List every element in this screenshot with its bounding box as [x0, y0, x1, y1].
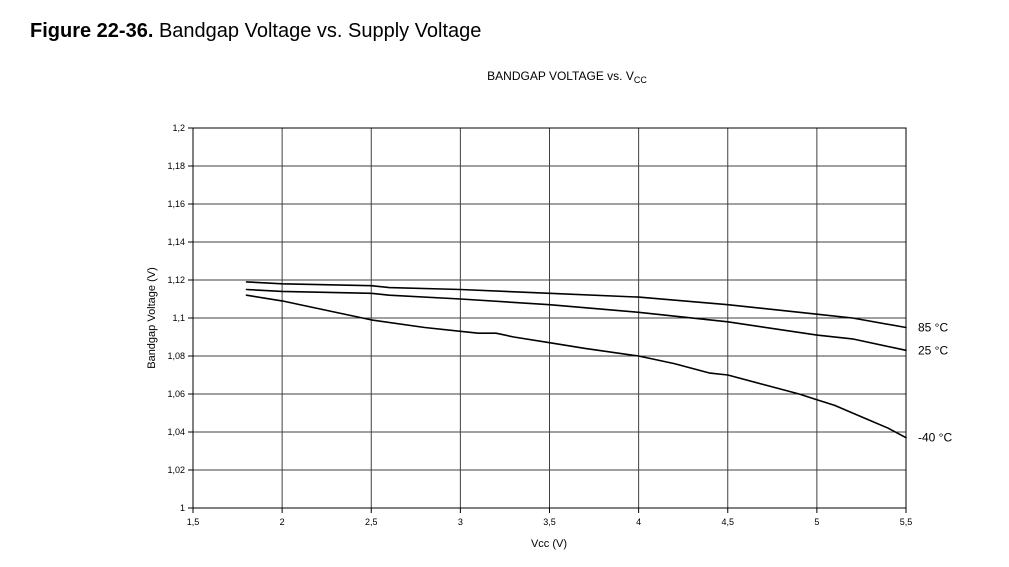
chart-title: BANDGAP VOLTAGE vs. VCC: [487, 69, 647, 85]
x-axis-label: Vcc (V): [531, 538, 567, 550]
y-tick-label: 1,06: [167, 389, 185, 399]
series-line: [245, 281, 907, 329]
series-label: 85 °C: [918, 321, 948, 335]
x-tick-label: 5,5: [900, 517, 913, 527]
y-tick-label: 1,14: [167, 237, 185, 247]
series-label: -40 °C: [918, 431, 952, 445]
y-tick-label: 1,18: [167, 161, 185, 171]
y-tick-label: 1,12: [167, 275, 185, 285]
figure-title: Bandgap Voltage vs. Supply Voltage: [158, 20, 482, 42]
y-tick-label: 1,16: [167, 199, 185, 209]
series-lines: [245, 281, 907, 439]
x-tick-label: 4: [636, 517, 641, 527]
y-tick-label: 1: [180, 503, 185, 513]
series-line: [245, 288, 907, 352]
figure-caption: Figure 22-36. Bandgap Voltage vs. Supply…: [30, 20, 481, 43]
series-line: [245, 294, 907, 439]
x-tick-label: 5: [814, 517, 819, 527]
y-tick-label: 1,1: [172, 313, 185, 323]
x-tick-label: 3,5: [543, 517, 556, 527]
x-tick-label: 1,5: [187, 517, 200, 527]
series-label: 25 °C: [918, 343, 948, 357]
y-tick-label: 1,02: [167, 465, 185, 475]
y-tick-label: 1,2: [172, 123, 185, 133]
figure-number: Figure 22-36.: [30, 20, 154, 42]
x-tick-label: 4,5: [721, 517, 734, 527]
y-axis-label: Bandgap Voltage (V): [146, 267, 158, 369]
y-tick-label: 1,04: [167, 427, 185, 437]
tick-labels: 1,5 2 2,5 3 3,5 4 4,5 5 5,5 1 1,02 1,04 1,06 1,08 1,1 1…: [167, 123, 912, 527]
x-tick-label: 2,5: [365, 517, 378, 527]
grid: [192, 127, 907, 509]
series-labels: 85 °C 25 °C -40 °C: [918, 321, 952, 445]
y-tick-label: 1,08: [167, 351, 185, 361]
x-tick-label: 2: [280, 517, 285, 527]
x-tick-label: 3: [458, 517, 463, 527]
